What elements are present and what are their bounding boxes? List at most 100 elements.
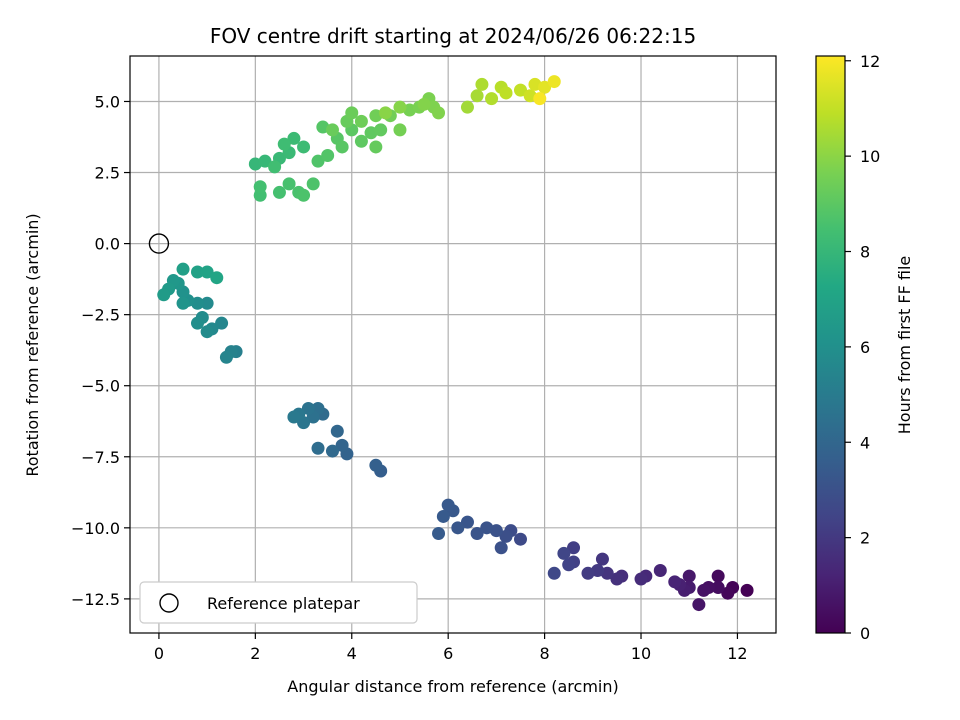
data-point — [595, 552, 609, 566]
data-point — [287, 410, 301, 424]
x-tick-label: 4 — [347, 644, 357, 663]
data-point — [432, 106, 446, 120]
data-point — [190, 265, 204, 279]
data-point — [567, 541, 581, 555]
data-points — [148, 75, 754, 612]
y-tick-label: −12.5 — [71, 590, 120, 609]
x-tick-label: 10 — [631, 644, 651, 663]
plot-area: 0 2 4 6 8 10 12 5.0 2.5 0.0 −2.5 −5.0 −7.5 −10.0 −12.… — [71, 55, 777, 663]
data-point — [499, 86, 513, 100]
x-tick-label: 12 — [727, 644, 747, 663]
colorbar-tick-label: 12 — [860, 52, 880, 71]
x-axis-ticks: 0 2 4 6 8 10 12 — [154, 633, 748, 663]
colorbar-ticks: 0 2 4 6 8 10 12 — [845, 52, 880, 643]
data-point — [330, 424, 344, 438]
colorbar-frame — [815, 55, 846, 634]
data-point — [470, 89, 484, 103]
data-point — [441, 498, 455, 512]
data-point — [354, 114, 368, 128]
data-point — [335, 438, 349, 452]
data-point — [475, 77, 489, 91]
x-axis-label: Angular distance from reference (arcmin) — [287, 677, 618, 696]
data-point — [345, 106, 359, 120]
data-point — [369, 140, 383, 154]
data-point — [190, 316, 204, 330]
data-point — [610, 572, 624, 586]
data-point — [219, 350, 233, 364]
legend: Reference platepar — [139, 581, 418, 624]
data-point — [692, 598, 706, 612]
colorbar-tick-label: 2 — [860, 529, 870, 548]
data-point — [480, 521, 494, 535]
y-tick-label: −7.5 — [81, 448, 120, 467]
legend-marker-reference — [159, 593, 179, 613]
colorbar-gradient — [816, 56, 845, 633]
data-point — [176, 296, 190, 310]
x-tick-label: 2 — [250, 644, 260, 663]
data-point — [557, 546, 571, 560]
y-axis-label: Rotation from reference (arcmin) — [23, 213, 42, 476]
data-point — [393, 100, 407, 114]
reference-platepar-marker — [148, 233, 170, 254]
data-point — [668, 575, 682, 589]
data-point — [436, 509, 450, 523]
data-point — [210, 271, 224, 285]
data-point — [499, 529, 513, 543]
data-point — [485, 92, 499, 106]
data-point — [682, 569, 696, 583]
y-tick-label: −2.5 — [81, 306, 120, 325]
data-point — [513, 532, 527, 546]
data-point — [653, 563, 667, 577]
data-point — [200, 296, 214, 310]
colorbar: 0 2 4 6 8 10 12 Hours from first FF file — [815, 52, 914, 643]
data-point — [711, 581, 725, 595]
data-point — [297, 140, 311, 154]
data-point — [432, 527, 446, 541]
y-tick-label: 2.5 — [95, 164, 120, 183]
data-point — [470, 527, 484, 541]
colorbar-tick-label: 10 — [860, 147, 880, 166]
y-axis-ticks: 5.0 2.5 0.0 −2.5 −5.0 −7.5 −10.0 −12.5 — [71, 92, 130, 609]
legend-entry-reference: Reference platepar — [207, 594, 360, 613]
data-point — [393, 123, 407, 137]
data-point — [311, 154, 325, 168]
legend-box — [139, 581, 418, 624]
y-tick-label: 0.0 — [95, 235, 120, 254]
data-point — [321, 148, 335, 162]
data-point — [547, 75, 561, 89]
data-point — [268, 160, 282, 174]
data-point — [176, 262, 190, 276]
colorbar-tick-label: 4 — [860, 433, 870, 452]
data-point — [335, 140, 349, 154]
data-point — [311, 441, 325, 455]
y-tick-label: 5.0 — [95, 92, 120, 111]
x-tick-label: 8 — [540, 644, 550, 663]
data-point — [634, 572, 648, 586]
data-point — [562, 558, 576, 572]
data-point — [200, 265, 214, 279]
data-point — [697, 583, 711, 597]
data-point — [417, 97, 431, 111]
data-point — [354, 134, 368, 148]
data-point — [215, 316, 229, 330]
data-point — [325, 123, 339, 137]
x-tick-label: 0 — [154, 644, 164, 663]
data-point — [325, 444, 339, 458]
data-point — [494, 541, 508, 555]
data-point — [711, 569, 725, 583]
data-point — [282, 177, 296, 191]
data-point — [157, 288, 171, 302]
data-point — [200, 325, 214, 339]
data-point — [306, 177, 320, 191]
data-point — [740, 583, 754, 597]
colorbar-tick-label: 8 — [860, 243, 870, 262]
data-point — [297, 188, 311, 202]
data-point — [513, 83, 527, 97]
y-tick-label: −5.0 — [81, 377, 120, 396]
data-point — [287, 131, 301, 145]
data-point — [721, 586, 735, 600]
y-tick-label: −10.0 — [71, 519, 120, 538]
plot-frame — [129, 55, 777, 634]
data-point — [258, 154, 272, 168]
